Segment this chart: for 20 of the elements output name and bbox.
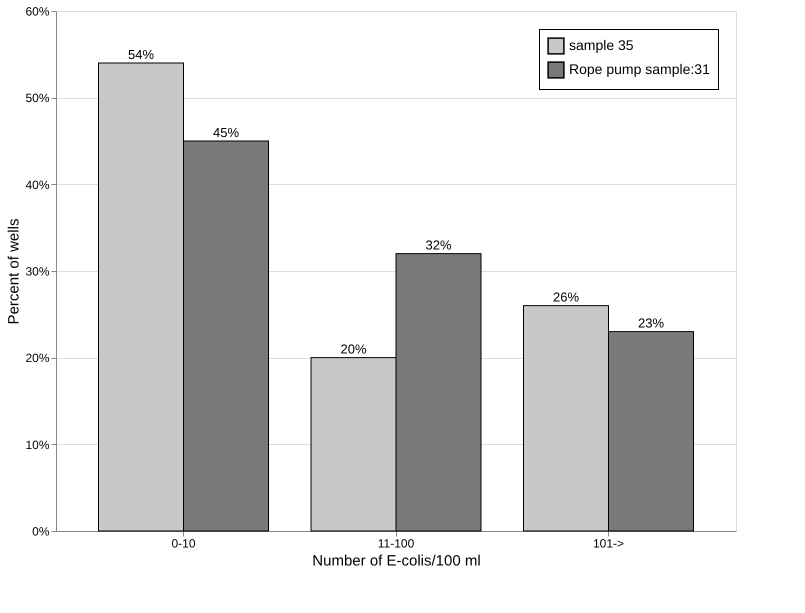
y-tick-label: 30% [25, 264, 50, 278]
y-tick-label: 40% [25, 178, 50, 192]
y-tick-label: 60% [25, 4, 50, 18]
legend-label: sample 35 [569, 37, 634, 53]
y-tick-label: 0% [32, 524, 50, 538]
y-tick-label: 10% [25, 438, 50, 452]
legend-label: Rope pump sample:31 [569, 61, 710, 77]
data-label: 45% [212, 125, 240, 140]
y-tick-label: 20% [25, 351, 50, 366]
data-label: 54% [128, 47, 154, 62]
x-tick-label: 11-100 [378, 536, 415, 550]
data-label: 23% [638, 316, 664, 331]
data-label: 32% [425, 238, 452, 253]
y-axis-title: Percent of wells [5, 218, 22, 324]
x-axis-title: Number of E-colis/100 ml [312, 552, 481, 570]
x-tick-label: 0-10 [171, 536, 196, 550]
data-label: 26% [552, 290, 580, 305]
y-tick-label: 50% [25, 91, 50, 106]
x-tick-label: 101-> [592, 536, 624, 550]
data-label: 20% [340, 342, 367, 357]
